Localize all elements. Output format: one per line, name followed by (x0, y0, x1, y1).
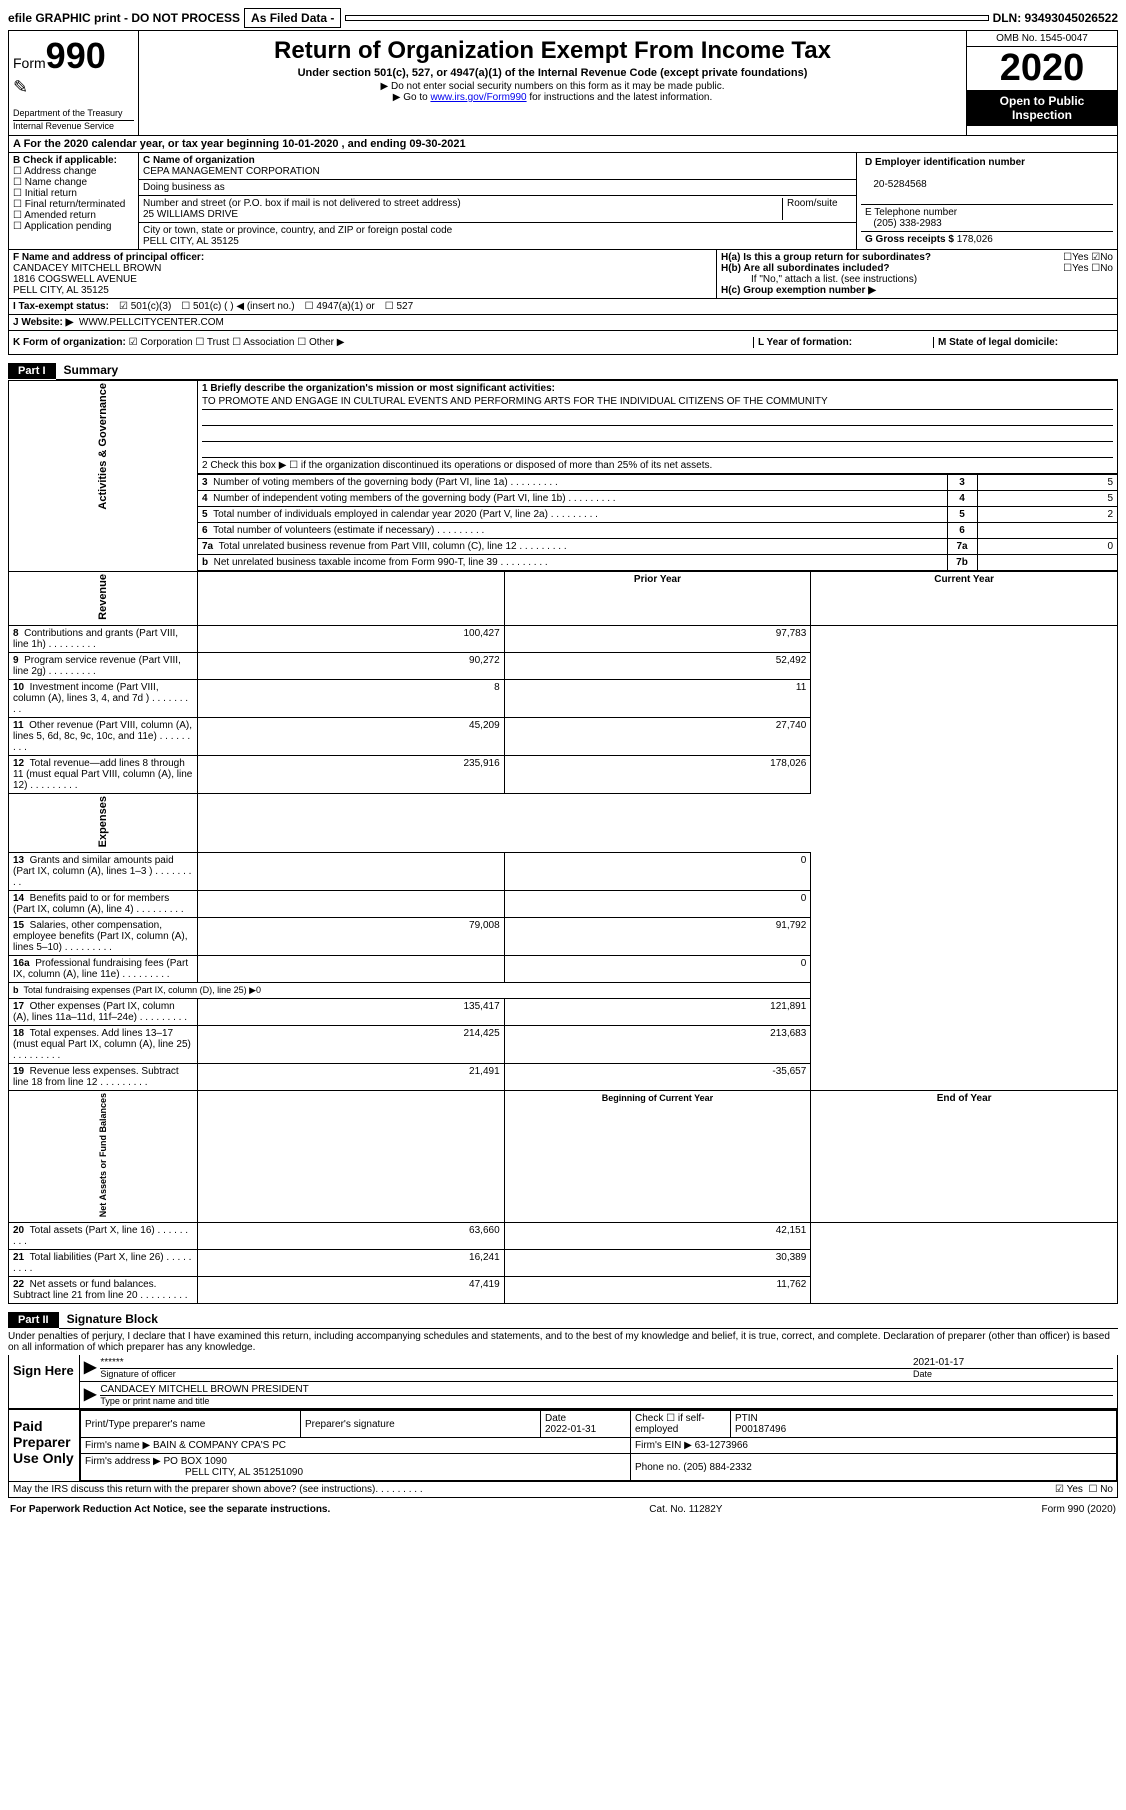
phone: (205) 338-2983 (873, 218, 941, 229)
line-a: A For the 2020 calendar year, or tax yea… (8, 136, 1118, 153)
irs-link[interactable]: www.irs.gov/Form990 (430, 92, 526, 103)
efile-notice: efile GRAPHIC print - DO NOT PROCESS (8, 11, 240, 25)
summary-table: Activities & Governance 1 Briefly descri… (8, 380, 1118, 1304)
subtitle-1: Under section 501(c), 527, or 4947(a)(1)… (147, 67, 958, 79)
firm-name: BAIN & COMPANY CPA'S PC (153, 1440, 286, 1451)
website: WWW.PELLCITYCENTER.COM (79, 317, 224, 328)
chk-other[interactable]: ☐ Other ▶ (297, 337, 344, 348)
boxes-f-h: F Name and address of principal officer:… (8, 250, 1118, 299)
perjury-text: Under penalties of perjury, I declare th… (8, 1329, 1118, 1355)
chk-assoc[interactable]: ☐ Association (232, 337, 294, 348)
signature-block: Sign Here ▶ ******Signature of officer 2… (8, 1355, 1118, 1409)
box-c: C Name of organizationCEPA MANAGEMENT CO… (139, 153, 857, 249)
mission-text: TO PROMOTE AND ENGAGE IN CULTURAL EVENTS… (202, 396, 1113, 410)
chk-4947[interactable]: ☐ 4947(a)(1) or (305, 301, 375, 312)
row-i: I Tax-exempt status: ☑ 501(c)(3) ☐ 501(c… (8, 299, 1118, 315)
prep-phone: (205) 884-2332 (683, 1462, 751, 1473)
ptin: P00187496 (735, 1424, 786, 1435)
dln: DLN: 93493045026522 (993, 11, 1118, 25)
form-title: Return of Organization Exempt From Incom… (147, 37, 958, 65)
chk-discuss-no[interactable]: ☐ No (1088, 1484, 1113, 1495)
subtitle-2: ▶ Do not enter social security numbers o… (147, 81, 958, 92)
page-footer: For Paperwork Reduction Act Notice, see … (8, 1500, 1118, 1519)
box-b: B Check if applicable: ☐ Address change … (9, 153, 139, 249)
ein: 20-5284568 (873, 179, 926, 190)
officer-name: CANDACEY MITCHELL BROWN (13, 263, 161, 274)
chk-pending[interactable]: ☐ Application pending (13, 221, 134, 232)
chk-501c[interactable]: ☐ 501(c) ( ) ◀ (insert no.) (181, 301, 294, 312)
chk-discuss-yes[interactable]: ☑ Yes (1055, 1484, 1083, 1495)
chk-527[interactable]: ☐ 527 (385, 301, 413, 312)
as-filed-box: As Filed Data - (244, 8, 341, 28)
chk-initial[interactable]: ☐ Initial return (13, 188, 134, 199)
chk-address[interactable]: ☐ Address change (13, 166, 134, 177)
chk-trust[interactable]: ☐ Trust (195, 337, 229, 348)
chk-corp[interactable]: ☑ Corporation (129, 337, 193, 348)
row-j: J Website: ▶ WWW.PELLCITYCENTER.COM (8, 315, 1118, 331)
omb-number: OMB No. 1545-0047 (967, 31, 1117, 47)
chk-501c3[interactable]: ☑ 501(c)(3) (119, 301, 171, 312)
blank-box (345, 15, 988, 21)
form-number: 990 (46, 35, 106, 76)
form-label: Form (13, 55, 46, 71)
org-name: CEPA MANAGEMENT CORPORATION (143, 166, 320, 177)
tax-year: 2020 (967, 47, 1117, 90)
row-k: K Form of organization: ☑ Corporation ☐ … (8, 331, 1118, 355)
part1-header: Part I Summary (8, 361, 1118, 380)
gross-receipts: 178,026 (957, 234, 993, 245)
irs-label: Internal Revenue Service (13, 120, 134, 131)
firm-ein: 63-1273966 (695, 1440, 748, 1451)
boxes-b-to-g: B Check if applicable: ☐ Address change … (8, 153, 1118, 250)
open-inspection: Open to Public Inspection (967, 90, 1117, 126)
dept-label: Department of the Treasury (13, 108, 134, 118)
officer-sig: CANDACEY MITCHELL BROWN PRESIDENT (100, 1384, 308, 1395)
chk-name[interactable]: ☐ Name change (13, 177, 134, 188)
form-header: Form990 ✎ Department of the Treasury Int… (8, 30, 1118, 136)
org-address: 25 WILLIAMS DRIVE (143, 209, 238, 220)
top-bar: efile GRAPHIC print - DO NOT PROCESS As … (8, 8, 1118, 28)
chk-amended[interactable]: ☐ Amended return (13, 210, 134, 221)
preparer-block: Paid Preparer Use Only Print/Type prepar… (8, 1409, 1118, 1482)
part2-header: Part II Signature Block (8, 1310, 1118, 1329)
org-city: PELL CITY, AL 35125 (143, 236, 239, 247)
chk-final[interactable]: ☐ Final return/terminated (13, 199, 134, 210)
